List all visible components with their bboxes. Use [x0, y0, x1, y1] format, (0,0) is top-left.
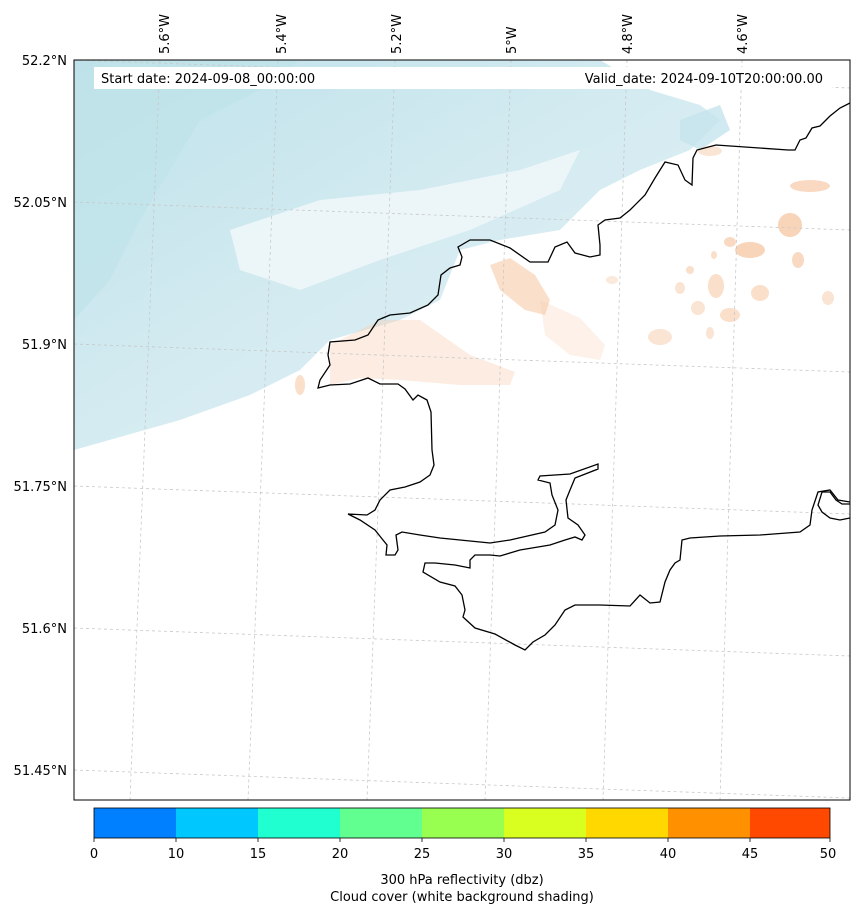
colorbar-segment-15-20: [258, 808, 340, 838]
colorbar-segment-45-50: [750, 808, 830, 838]
lon-label-5-6w: 5.6°W: [158, 14, 173, 54]
coastline-east: [817, 491, 850, 521]
colorbar-segment-40-45: [668, 808, 750, 838]
colorbar-segment-25-30: [422, 808, 504, 838]
colorbar-tick-30: 30: [496, 847, 513, 862]
colorbar-tick-25: 25: [414, 847, 431, 862]
lon-label-5w: 5°W: [505, 26, 520, 54]
lon-label-5-2w: 5.2°W: [390, 14, 405, 54]
colorbar-segment-30-35: [504, 808, 586, 838]
colorbar: 0 10 15 20 25 30 35 40 45 50 300 hPa ref…: [90, 807, 837, 905]
cloud-cover-light: [230, 150, 580, 290]
colorbar-label-cloud-cover: Cloud cover (white background shading): [330, 890, 594, 905]
colorbar-tick-50: 50: [820, 847, 837, 862]
start-date-text: Start date: 2024-09-08_00:00:00: [101, 72, 315, 87]
colorbar-tick-10: 10: [168, 847, 185, 862]
map-frame: [73, 59, 851, 801]
info-box: [94, 67, 832, 89]
colorbar-tick-20: 20: [332, 847, 349, 862]
colorbar-label-reflectivity: 300 hPa reflectivity (dbz): [380, 873, 543, 888]
lat-label-52-2n: 52.2°N: [22, 54, 67, 69]
lat-label-51-45n: 51.45°N: [14, 764, 67, 779]
coastline-main: [317, 102, 850, 651]
colorbar-tick-15: 15: [250, 847, 267, 862]
colorbar-segment-20-25: [340, 808, 422, 838]
colorbar-segment-35-40: [586, 808, 668, 838]
colorbar-segment-10-15: [176, 808, 258, 838]
lon-label-4-8w: 4.8°W: [621, 14, 636, 54]
lat-label-51-6n: 51.6°N: [22, 622, 67, 637]
lon-label-5-4w: 5.4°W: [275, 14, 290, 54]
colorbar-tick-40: 40: [660, 847, 677, 862]
lat-label-51-75n: 51.75°N: [14, 480, 67, 495]
reflectivity-patches: [295, 146, 834, 395]
cloud-cover-east: [680, 105, 730, 150]
lat-label-51-9n: 51.9°N: [22, 338, 67, 353]
cloud-cover-dense: [74, 60, 300, 320]
lon-label-4-6w: 4.6°W: [736, 14, 751, 54]
lat-label-52-05n: 52.05°N: [14, 196, 67, 211]
colorbar-segment-0-10: [94, 808, 176, 838]
colorbar-tick-marks: [93, 838, 831, 842]
colorbar-tick-45: 45: [742, 847, 759, 862]
colorbar-frame: [93, 807, 831, 839]
valid-date-text: Valid_date: 2024-09-10T20:00:00.00: [585, 72, 823, 87]
colorbar-tick-0: 0: [90, 847, 98, 862]
colorbar-tick-35: 35: [578, 847, 595, 862]
